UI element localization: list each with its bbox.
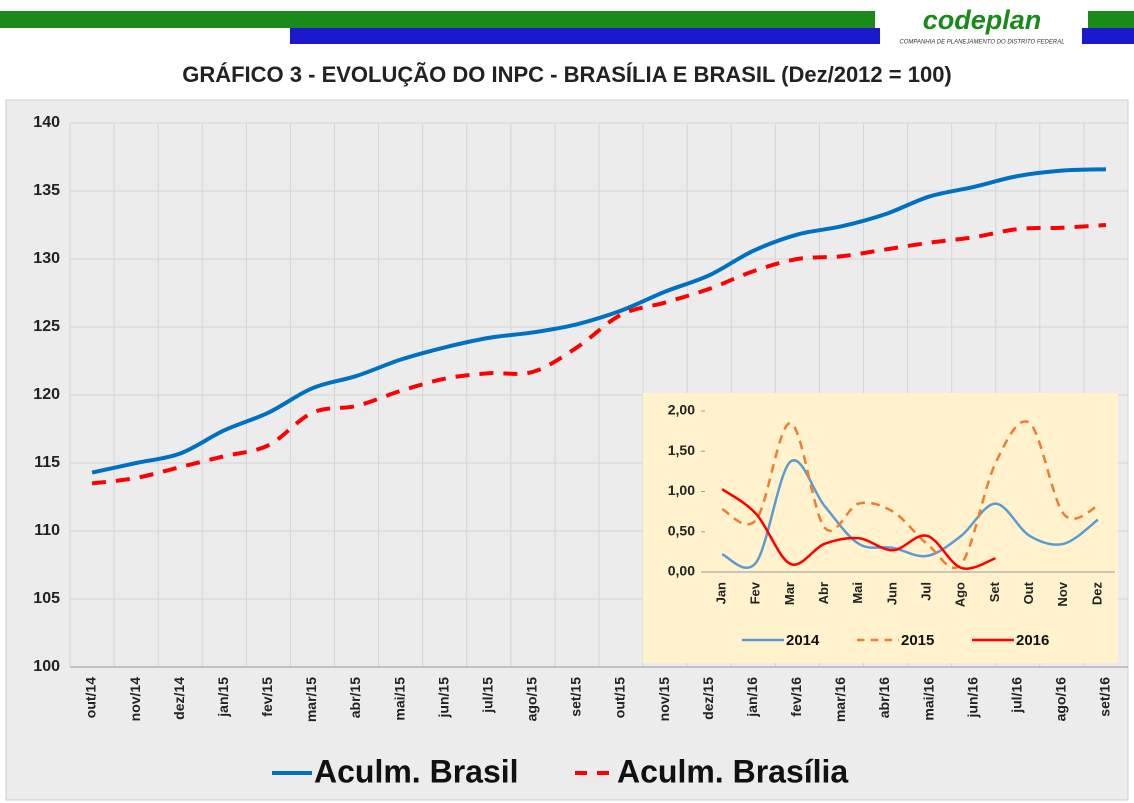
header-bar [1082, 28, 1134, 44]
x-tick-label: mai/15 [391, 677, 407, 721]
x-tick-label: nov/14 [127, 677, 143, 722]
series-line [91, 223, 1107, 486]
x-tick-label: Mar [782, 582, 797, 605]
logo: codeplan [923, 5, 1042, 35]
x-tick-label: nov/15 [656, 677, 672, 722]
x-tick-label: set/15 [568, 677, 584, 717]
x-tick-label: out/15 [612, 677, 628, 718]
x-tick-label: jan/16 [744, 677, 760, 718]
y-tick-label: 105 [33, 590, 60, 607]
x-tick-label: jan/15 [215, 677, 231, 718]
y-tick-label: 135 [33, 182, 60, 199]
y-tick-label: 100 [33, 658, 60, 675]
x-tick-label: mar/15 [303, 677, 319, 722]
x-tick-label: Ago [953, 582, 968, 607]
y-tick-label: 125 [33, 318, 60, 335]
logo-tagline: COMPANHIA DE PLANEJAMENTO DO DISTRITO FE… [899, 40, 1064, 46]
legend-label: 2014 [786, 632, 820, 649]
x-tick-label: ago/16 [1053, 677, 1069, 722]
y-tick-label: 110 [34, 522, 60, 539]
x-tick-label: dez/14 [171, 677, 187, 720]
x-tick-label: Abr [816, 582, 831, 604]
x-tick-label: Jan [714, 582, 729, 604]
x-tick-label: Out [1021, 581, 1036, 604]
legend-label: 2015 [901, 632, 934, 649]
x-tick-label: Dez [1089, 582, 1104, 606]
x-tick-label: jun/16 [964, 677, 980, 719]
x-tick-label: Nov [1055, 581, 1070, 606]
series-line [91, 167, 1107, 475]
x-tick-label: fev/16 [788, 677, 804, 717]
x-tick-label: jul/16 [1008, 677, 1024, 714]
y-tick-label: 1,50 [668, 442, 695, 458]
series-line [721, 420, 1099, 569]
x-tick-label: out/14 [83, 677, 99, 718]
x-tick-label: jul/15 [479, 677, 495, 714]
x-tick-label: dez/15 [700, 677, 716, 720]
legend-label: Aculm. Brasil [314, 753, 519, 789]
header-bar [290, 28, 880, 44]
x-tick-label: abr/15 [347, 677, 363, 718]
y-tick-label: 115 [34, 454, 60, 471]
chart-title: GRÁFICO 3 - EVOLUÇÃO DO INPC - BRASÍLIA … [182, 62, 952, 87]
y-tick-label: 130 [33, 250, 60, 267]
legend-label: 2016 [1016, 632, 1049, 649]
y-tick-label: 140 [33, 114, 60, 131]
x-tick-label: jun/15 [435, 677, 451, 719]
x-tick-label: set/16 [1097, 677, 1113, 717]
y-tick-label: 2,00 [668, 402, 695, 418]
x-tick-label: mar/16 [832, 677, 848, 722]
x-tick-label: Mai [850, 582, 865, 604]
x-tick-label: Fev [748, 581, 763, 604]
x-tick-label: Jun [884, 582, 899, 605]
header-bar [1088, 11, 1134, 28]
header-bar [0, 11, 875, 28]
legend-label: Aculm. Brasília [617, 753, 848, 789]
series-line [721, 488, 996, 570]
x-tick-label: abr/16 [876, 677, 892, 718]
x-tick-label: Set [987, 581, 1002, 602]
y-tick-label: 120 [33, 386, 60, 403]
y-tick-label: 0,00 [668, 563, 695, 579]
x-tick-label: Jul [919, 582, 934, 601]
inset-background [643, 393, 1118, 663]
y-tick-label: 0,50 [668, 522, 695, 538]
x-tick-label: mai/16 [920, 677, 936, 721]
y-tick-label: 1,00 [668, 482, 695, 498]
series-line [721, 459, 1099, 570]
x-tick-label: fev/15 [259, 677, 275, 717]
x-tick-label: ago/15 [524, 677, 540, 722]
